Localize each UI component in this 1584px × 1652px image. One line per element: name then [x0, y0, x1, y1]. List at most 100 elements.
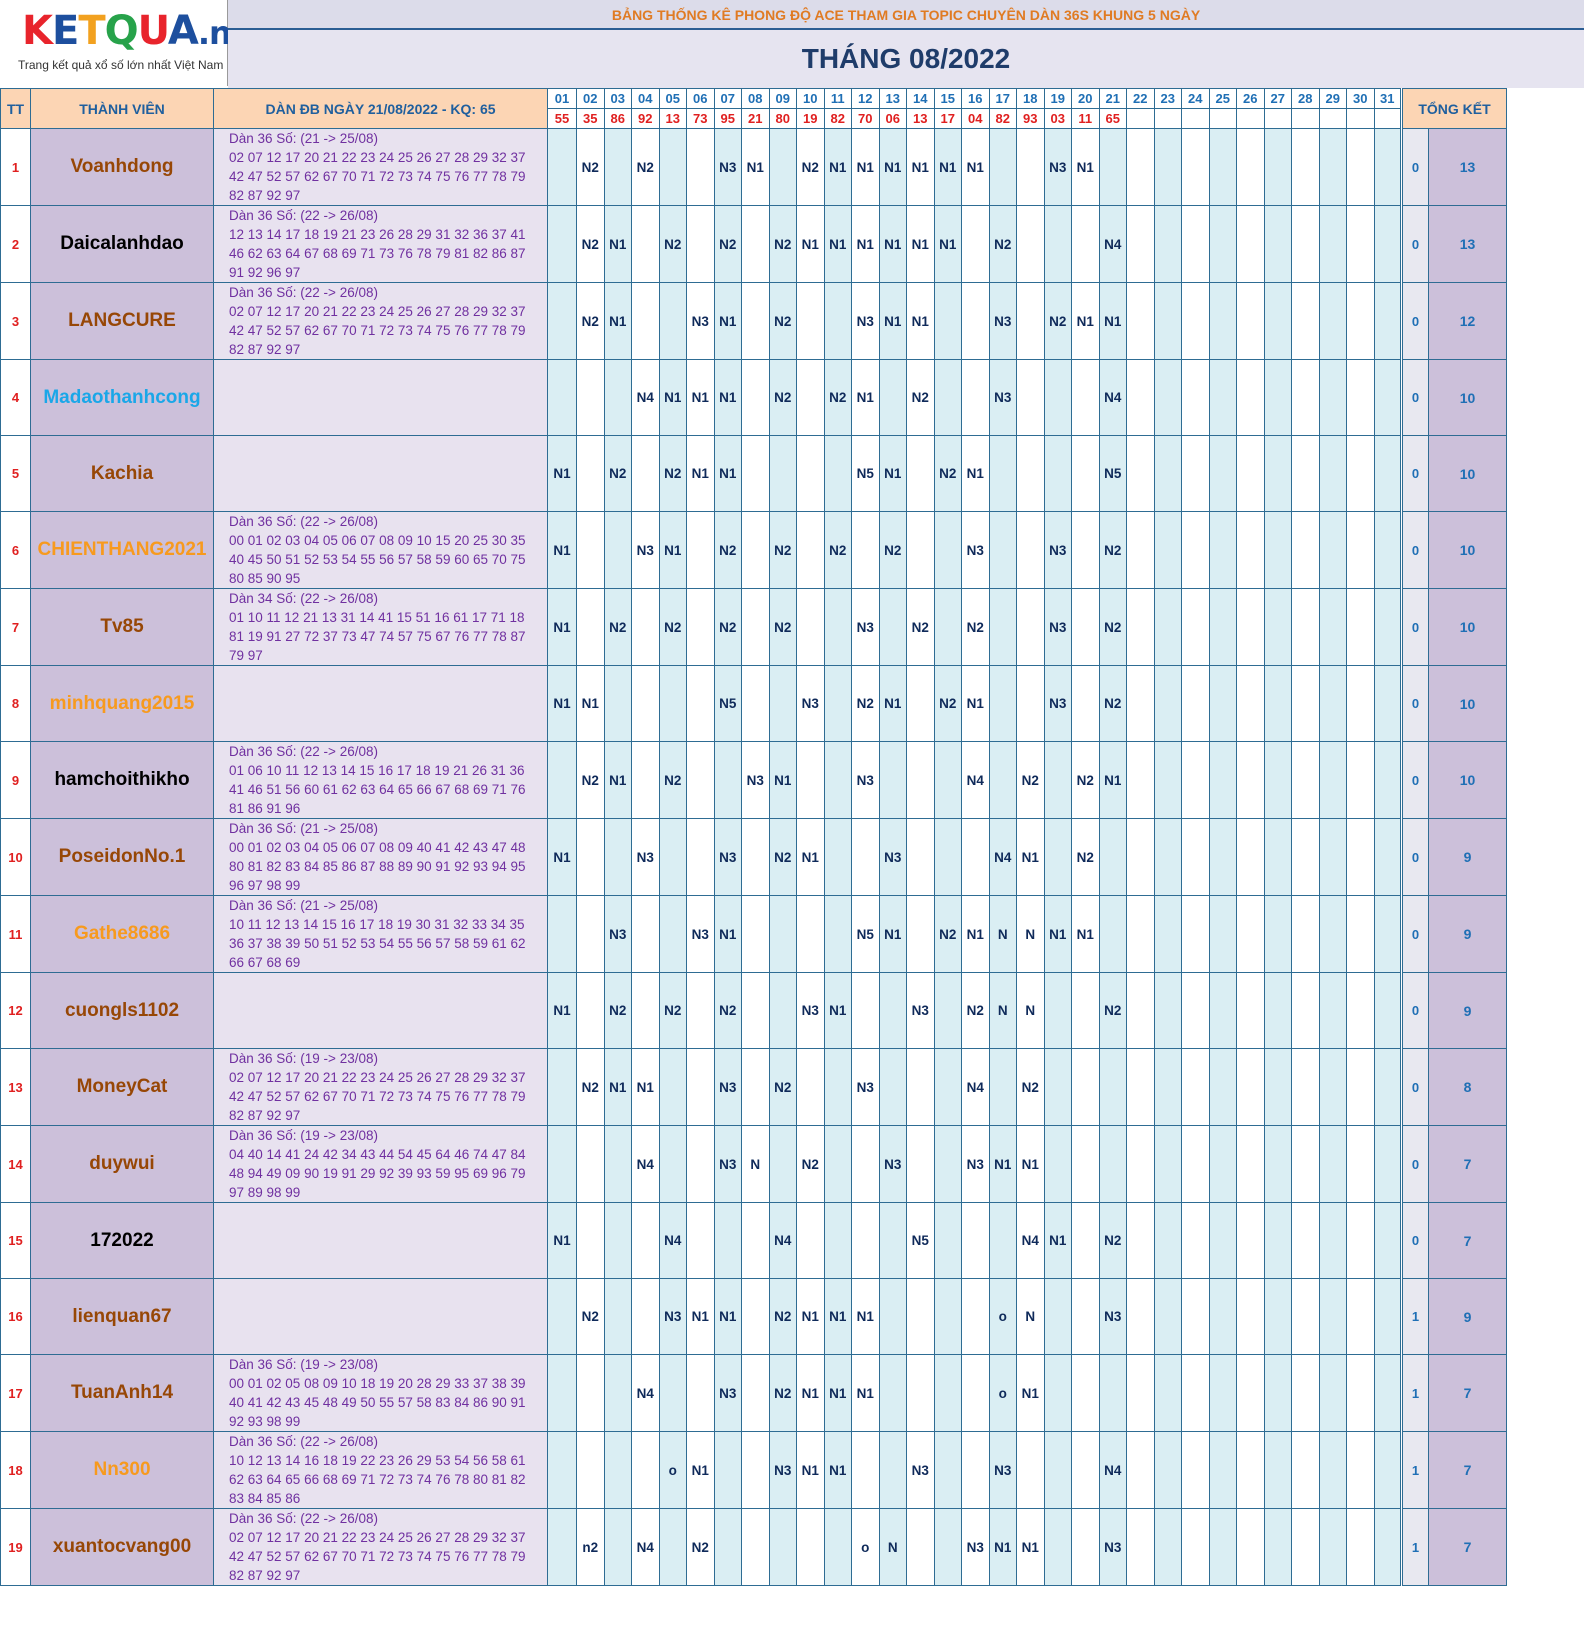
day-cell	[1263, 1048, 1292, 1126]
day-cell: N4	[631, 1508, 660, 1586]
day-cell: N2	[603, 435, 632, 512]
day-cell	[1318, 818, 1347, 896]
day-cell	[576, 511, 605, 589]
day-cell	[1236, 1354, 1265, 1432]
day-header: 09	[768, 88, 797, 109]
day-cell	[1126, 435, 1155, 512]
day-result	[1346, 108, 1375, 129]
dan-numbers: 40 41 42 43 45 48 49 50 55 57 58 83 84 8…	[229, 1395, 526, 1410]
dan-numbers: 48 94 49 09 90 19 91 29 92 39 93 59 95 6…	[229, 1166, 526, 1181]
row-number: 7	[0, 588, 31, 666]
day-cell: N4	[1016, 1202, 1045, 1279]
day-result	[1318, 108, 1347, 129]
member-row: 16 lienquan67 N2 N3 N1 N1 N2 N1 N1 N1 o N N3 1 9	[0, 1278, 1507, 1355]
day-cell	[906, 1048, 935, 1126]
day-cell: N1	[547, 588, 577, 666]
total-points: 10	[1428, 741, 1507, 819]
day-header: 07	[713, 88, 742, 109]
member-header: THÀNH VIÊN	[30, 88, 214, 129]
day-cell: N1	[796, 1278, 825, 1355]
day-header: 03	[603, 88, 632, 109]
day-cell: N3	[851, 588, 880, 666]
day-cell: N1	[1043, 895, 1072, 973]
day-cell	[1346, 205, 1375, 283]
row-number: 1	[0, 128, 31, 206]
day-cell: N2	[713, 511, 742, 589]
total-wins: 0	[1400, 511, 1429, 589]
member-name: xuantocvang00	[30, 1508, 214, 1586]
logo-tagline: Trang kết quả xổ số lớn nhất Việt Nam	[18, 58, 224, 72]
day-cell	[713, 1431, 742, 1509]
day-cell: N2	[603, 588, 632, 666]
day-cell	[933, 1354, 962, 1432]
member-row: 14 duywui Dàn 36 Số: (19 -> 23/08) 04 40 14…	[0, 1125, 1507, 1203]
day-cell	[1071, 1202, 1100, 1279]
day-cell	[603, 818, 632, 896]
day-cell: N2	[961, 972, 990, 1049]
member-row: 3 LANGCURE Dàn 36 Số: (22 -> 26/08) 02 07 1…	[0, 282, 1507, 360]
day-cell	[988, 1048, 1017, 1126]
day-cell	[1016, 588, 1045, 666]
day-cell	[1346, 511, 1375, 589]
day-cell: N2	[576, 1048, 605, 1126]
logo-letter: T	[78, 8, 105, 54]
day-cell: N1	[961, 895, 990, 973]
day-cell	[1236, 741, 1265, 819]
day-cell	[1153, 1048, 1182, 1126]
day-cell	[1071, 511, 1100, 589]
day-cell	[1153, 435, 1182, 512]
day-cell	[1016, 359, 1045, 436]
day-cell	[933, 1048, 962, 1126]
day-cell	[1263, 588, 1292, 666]
day-cell	[823, 1508, 852, 1586]
day-cell	[1071, 435, 1100, 512]
logo-ketqua-letters: KETQUA	[22, 8, 199, 54]
dan-header: DÀN ĐB NGÀY 21/08/2022 - KQ: 65	[213, 88, 548, 129]
day-cell	[603, 1508, 632, 1586]
day-cell	[1153, 511, 1182, 589]
member-name: lienquan67	[30, 1278, 214, 1355]
day-cell	[1236, 282, 1265, 360]
day-cell	[576, 435, 605, 512]
total-header: TỔNG KẾT	[1400, 88, 1507, 129]
member-row: 13 MoneyCat Dàn 36 Số: (19 -> 23/08) 02 07 …	[0, 1048, 1507, 1126]
day-header: 16	[961, 88, 990, 109]
day-cell	[1153, 741, 1182, 819]
dan-numbers: 02 07 12 17 20 21 22 23 24 25 26 27 28 2…	[229, 304, 526, 319]
ketqua-logo[interactable]: KETQUA.net Trang kết quả xổ số lớn nhất …	[0, 0, 267, 86]
day-cell: N1	[796, 1354, 825, 1432]
total-wins: 0	[1400, 282, 1429, 360]
day-cell: N3	[961, 1508, 990, 1586]
row-number: 12	[0, 972, 31, 1049]
day-cell	[988, 741, 1017, 819]
total-wins: 0	[1400, 818, 1429, 896]
member-dan: Dàn 36 Số: (19 -> 23/08) 04 40 14 41 24 4…	[213, 1125, 548, 1203]
day-cell: N1	[823, 1431, 852, 1509]
day-header: 25	[1208, 88, 1237, 109]
day-cell: N3	[1043, 511, 1072, 589]
total-wins: 0	[1400, 435, 1429, 512]
day-cell: N1	[906, 282, 935, 360]
day-cell	[1291, 818, 1320, 896]
day-result	[1126, 108, 1155, 129]
day-cell: o	[988, 1278, 1017, 1355]
day-cell: N3	[713, 128, 742, 206]
day-cell: N1	[1071, 128, 1100, 206]
day-cell	[851, 818, 880, 896]
dan-numbers: 42 47 52 57 62 67 70 71 72 73 74 75 76 7…	[229, 1089, 526, 1104]
day-cell	[796, 1508, 825, 1586]
member-dan: Dàn 36 Số: (22 -> 26/08) 01 06 10 11 12 1…	[213, 741, 548, 819]
day-result: 65	[1098, 108, 1127, 129]
day-cell: N1	[878, 665, 907, 742]
member-name: 172022	[30, 1202, 214, 1279]
total-wins: 1	[1400, 1354, 1429, 1432]
day-cell	[1071, 972, 1100, 1049]
day-cell: o	[988, 1354, 1017, 1432]
row-number: 16	[0, 1278, 31, 1355]
day-cell	[1126, 1278, 1155, 1355]
day-cell	[1346, 665, 1375, 742]
day-cell: N1	[823, 1354, 852, 1432]
member-name: LANGCURE	[30, 282, 214, 360]
day-cell	[741, 818, 770, 896]
